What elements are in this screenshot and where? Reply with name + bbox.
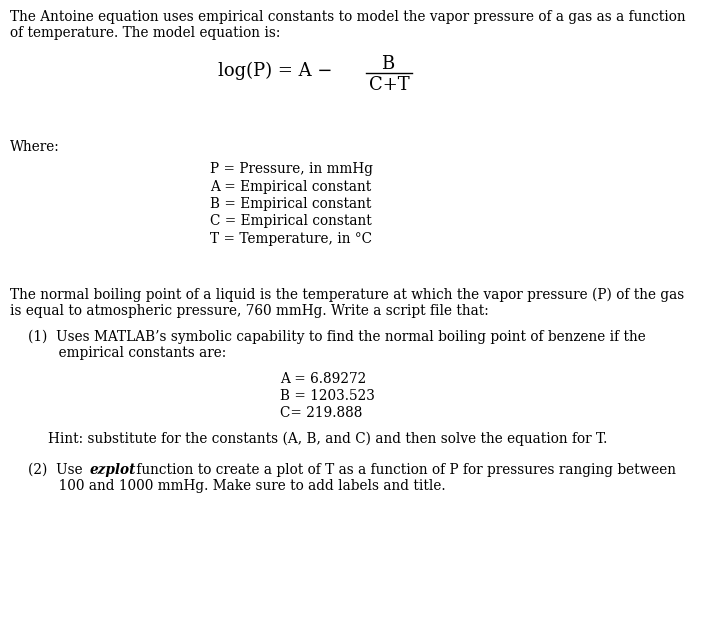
Text: ezplot: ezplot [90, 463, 137, 477]
Text: The normal boiling point of a liquid is the temperature at which the vapor press: The normal boiling point of a liquid is … [10, 288, 684, 303]
Text: log(P) = A −: log(P) = A − [218, 62, 332, 80]
Text: of temperature. The model equation is:: of temperature. The model equation is: [10, 26, 280, 40]
Text: (1)  Uses MATLAB’s symbolic capability to find the normal boiling point of benze: (1) Uses MATLAB’s symbolic capability to… [28, 330, 646, 344]
Text: Hint: substitute for the constants (A, B, and C) and then solve the equation for: Hint: substitute for the constants (A, B… [48, 432, 607, 446]
Text: (2)  Use: (2) Use [28, 463, 87, 477]
Text: A = Empirical constant: A = Empirical constant [210, 180, 372, 194]
Text: empirical constants are:: empirical constants are: [28, 346, 226, 360]
Text: C= 219.888: C= 219.888 [280, 406, 362, 420]
Text: B: B [381, 55, 395, 73]
Text: T = Temperature, in °C: T = Temperature, in °C [210, 232, 372, 246]
Text: Where:: Where: [10, 140, 60, 154]
Text: P = Pressure, in mmHg: P = Pressure, in mmHg [210, 162, 373, 176]
Text: B = 1203.523: B = 1203.523 [280, 389, 375, 403]
Text: C = Empirical constant: C = Empirical constant [210, 215, 372, 228]
Text: 100 and 1000 mmHg. Make sure to add labels and title.: 100 and 1000 mmHg. Make sure to add labe… [28, 479, 446, 493]
Text: is equal to atmospheric pressure, 760 mmHg. Write a script file that:: is equal to atmospheric pressure, 760 mm… [10, 304, 489, 318]
Text: The Antoine equation uses empirical constants to model the vapor pressure of a g: The Antoine equation uses empirical cons… [10, 10, 686, 24]
Text: A = 6.89272: A = 6.89272 [280, 372, 366, 386]
Text: C+T: C+T [369, 76, 409, 94]
Text: function to create a plot of T as a function of P for pressures ranging between: function to create a plot of T as a func… [132, 463, 676, 477]
Text: B = Empirical constant: B = Empirical constant [210, 197, 372, 211]
